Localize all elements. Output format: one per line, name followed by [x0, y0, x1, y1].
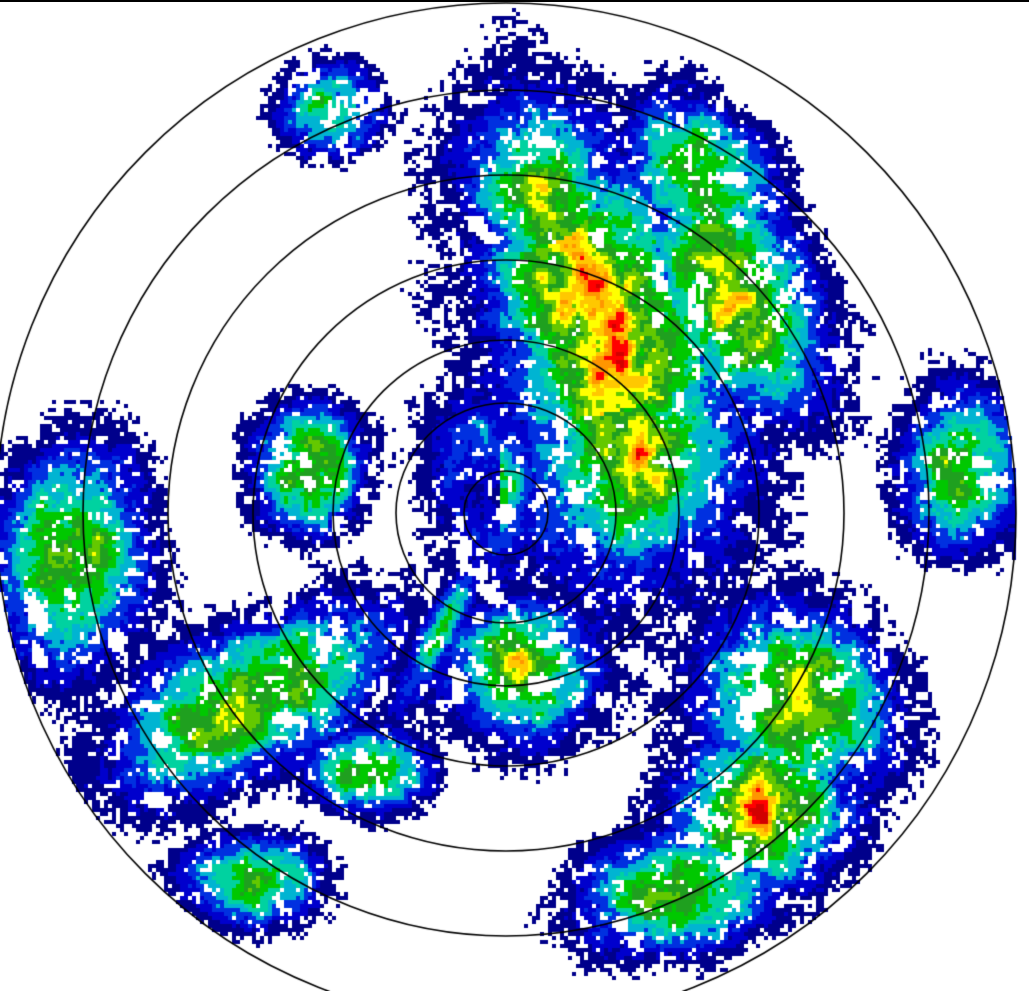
- top-border-line: [0, 0, 1029, 2]
